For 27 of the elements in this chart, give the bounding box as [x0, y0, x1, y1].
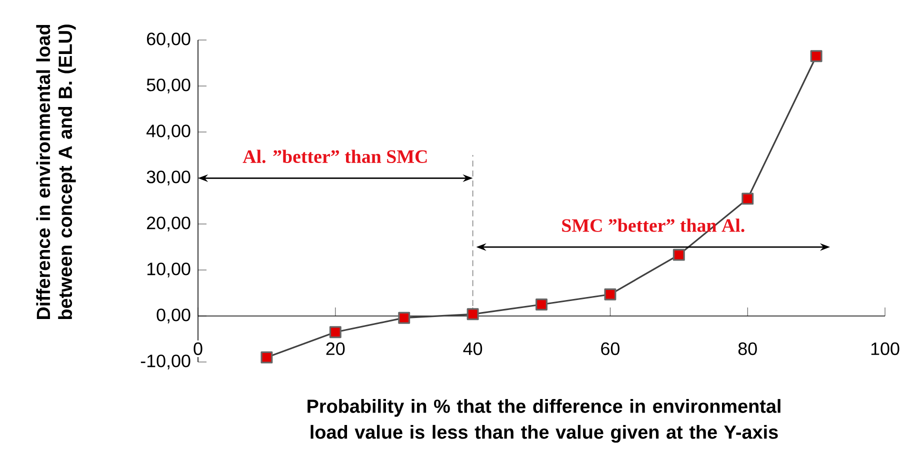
- point: [536, 298, 548, 310]
- point: [329, 326, 342, 338]
- x-tick-label: 0: [194, 342, 202, 356]
- y-tick-label: 10,00: [147, 262, 190, 278]
- point: [742, 192, 754, 205]
- x-tick-label: 20: [326, 342, 345, 356]
- y-tick-label: 20,00: [146, 216, 190, 232]
- x-tick-label: 80: [738, 342, 757, 356]
- y-axis-title: Difference in environmental load between concept A and B. (ELU): [36, 24, 76, 320]
- y-tick-label: 50,00: [146, 78, 190, 94]
- y-tick-label: 40,00: [146, 124, 190, 140]
- point: [672, 248, 685, 261]
- x-tick-label: 100: [871, 342, 900, 356]
- x-axis-title: Probability in % that the difference in environmental load value is less than the value given at the Y-axis: [308, 399, 780, 443]
- point: [260, 351, 273, 364]
- point: [466, 308, 479, 320]
- x-tick-label: 40: [463, 342, 482, 356]
- y-tick-label: 30,00: [146, 170, 190, 186]
- y-tick-label: 60,00: [146, 32, 190, 48]
- point: [810, 50, 822, 62]
- point: [398, 312, 410, 324]
- y-tick-label: -10,00: [140, 354, 190, 370]
- annotation: SMC ”better” than Al.: [562, 218, 744, 232]
- x-tick-label: 60: [601, 342, 620, 356]
- annotation: Al. ”better” than SMC: [242, 150, 427, 164]
- point: [604, 288, 616, 300]
- y-tick-label: 0,00: [156, 308, 190, 324]
